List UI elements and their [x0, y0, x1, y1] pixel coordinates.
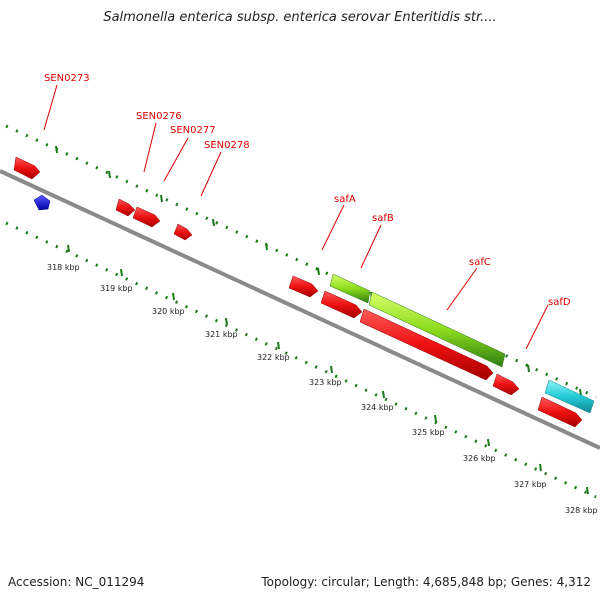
gene-feature-safa[interactable] [288, 275, 319, 298]
gene-feature-after-safd[interactable] [537, 396, 583, 428]
gene-feature-sen0277[interactable] [132, 206, 161, 228]
tick-label-328: 328 kbp [565, 506, 598, 515]
gene-feature-safc[interactable] [359, 308, 494, 381]
gene-feature-sen0276[interactable] [115, 198, 136, 217]
gene-feature-safb[interactable] [320, 290, 363, 319]
gene-label-safb[interactable]: safB [372, 213, 394, 224]
accession-text: Accession: NC_011294 [8, 575, 145, 589]
gene-label-safa[interactable]: safA [334, 194, 356, 205]
tick-label-319: 319 kbp [100, 284, 133, 293]
gene-label-safc[interactable]: safC [469, 257, 491, 268]
tick-label-318: 318 kbp [47, 263, 80, 272]
lower-tick-track [5, 221, 597, 499]
gene-label-sen0276[interactable]: SEN0276 [136, 111, 182, 122]
gene-label-sen0273[interactable]: SEN0273 [44, 73, 90, 84]
tick-label-324: 324 kbp [361, 403, 394, 412]
tick-label-323: 323 kbp [309, 378, 342, 387]
tick-label-325: 325 kbp [412, 428, 445, 437]
green-feature-safb[interactable] [329, 273, 371, 304]
cyan-feature[interactable] [544, 379, 595, 414]
blue-feature-marker[interactable] [33, 194, 51, 211]
genome-summary-text: Topology: circular; Length: 4,685,848 bp… [261, 575, 591, 589]
tick-label-322: 322 kbp [257, 353, 290, 362]
tick-label-326: 326 kbp [463, 454, 496, 463]
gene-label-sen0278[interactable]: SEN0278 [204, 140, 250, 151]
green-feature-safc[interactable] [368, 291, 506, 368]
gene-label-sen0277[interactable]: SEN0277 [170, 125, 216, 136]
label-leader-lines [43, 84, 549, 350]
gene-feature-safd[interactable] [492, 373, 520, 396]
tick-label-327: 327 kbp [514, 480, 547, 489]
gene-feature-sen0273[interactable] [13, 156, 41, 180]
gene-label-safd[interactable]: safD [548, 297, 571, 308]
upper-tick-track [5, 124, 597, 399]
map-title: Salmonella enterica subsp. enterica sero… [103, 10, 497, 25]
lower-major-ticks [67, 244, 589, 495]
genome-backbone [0, 169, 600, 450]
tick-label-320: 320 kbp [152, 307, 185, 316]
gene-feature-sen0278[interactable] [173, 223, 193, 241]
tick-label-321: 321 kbp [205, 330, 238, 339]
